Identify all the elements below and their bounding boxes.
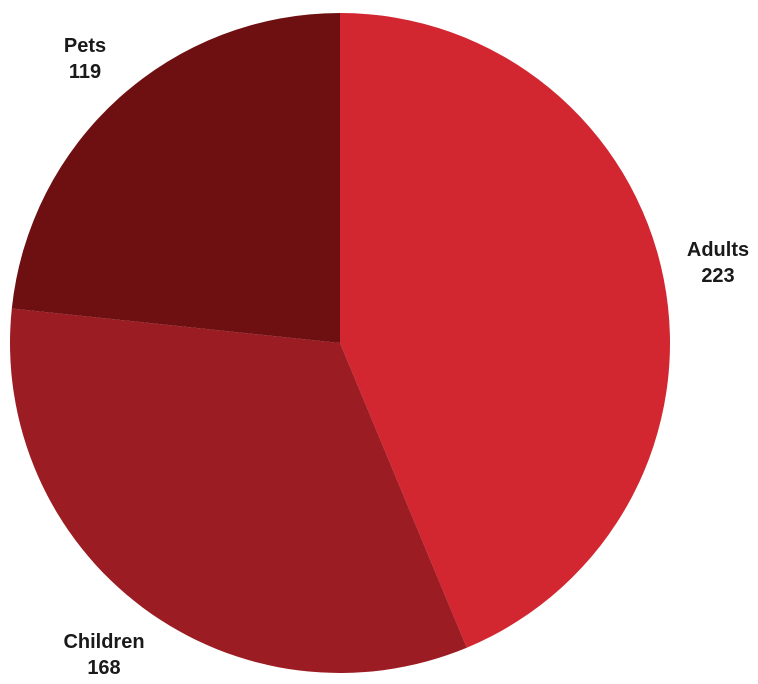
- slice-value-children: 168: [87, 657, 120, 679]
- pie-slice-pets: [11, 13, 341, 343]
- pie-slice-adults: [340, 13, 671, 648]
- pie-labels: Adults 223 Children 168 Pets 119: [63, 35, 749, 679]
- slice-label-adults: Adults: [687, 239, 749, 261]
- slice-value-adults: 223: [701, 265, 734, 287]
- slice-value-pets: 119: [69, 61, 101, 83]
- slice-label-pets: Pets: [64, 35, 106, 57]
- slice-label-children: Children: [63, 631, 144, 653]
- pie-slice-children: [10, 308, 467, 674]
- pie-slices: [10, 13, 671, 674]
